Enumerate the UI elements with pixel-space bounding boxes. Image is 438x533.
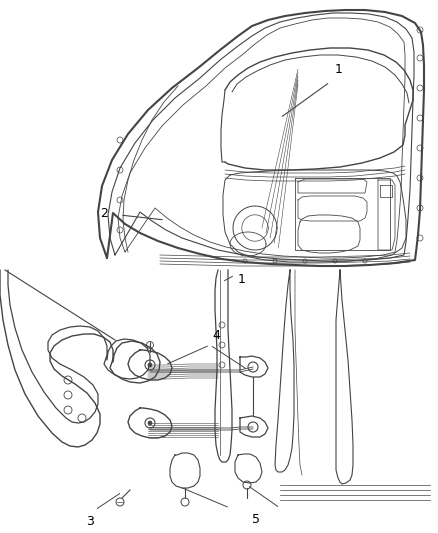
Text: 5: 5 <box>251 513 259 526</box>
Circle shape <box>148 421 152 425</box>
Text: 2: 2 <box>100 206 108 220</box>
Text: 1: 1 <box>334 63 342 76</box>
Circle shape <box>148 363 152 367</box>
Text: 4: 4 <box>212 329 219 342</box>
Text: 1: 1 <box>237 273 245 286</box>
Text: 3: 3 <box>86 515 94 528</box>
